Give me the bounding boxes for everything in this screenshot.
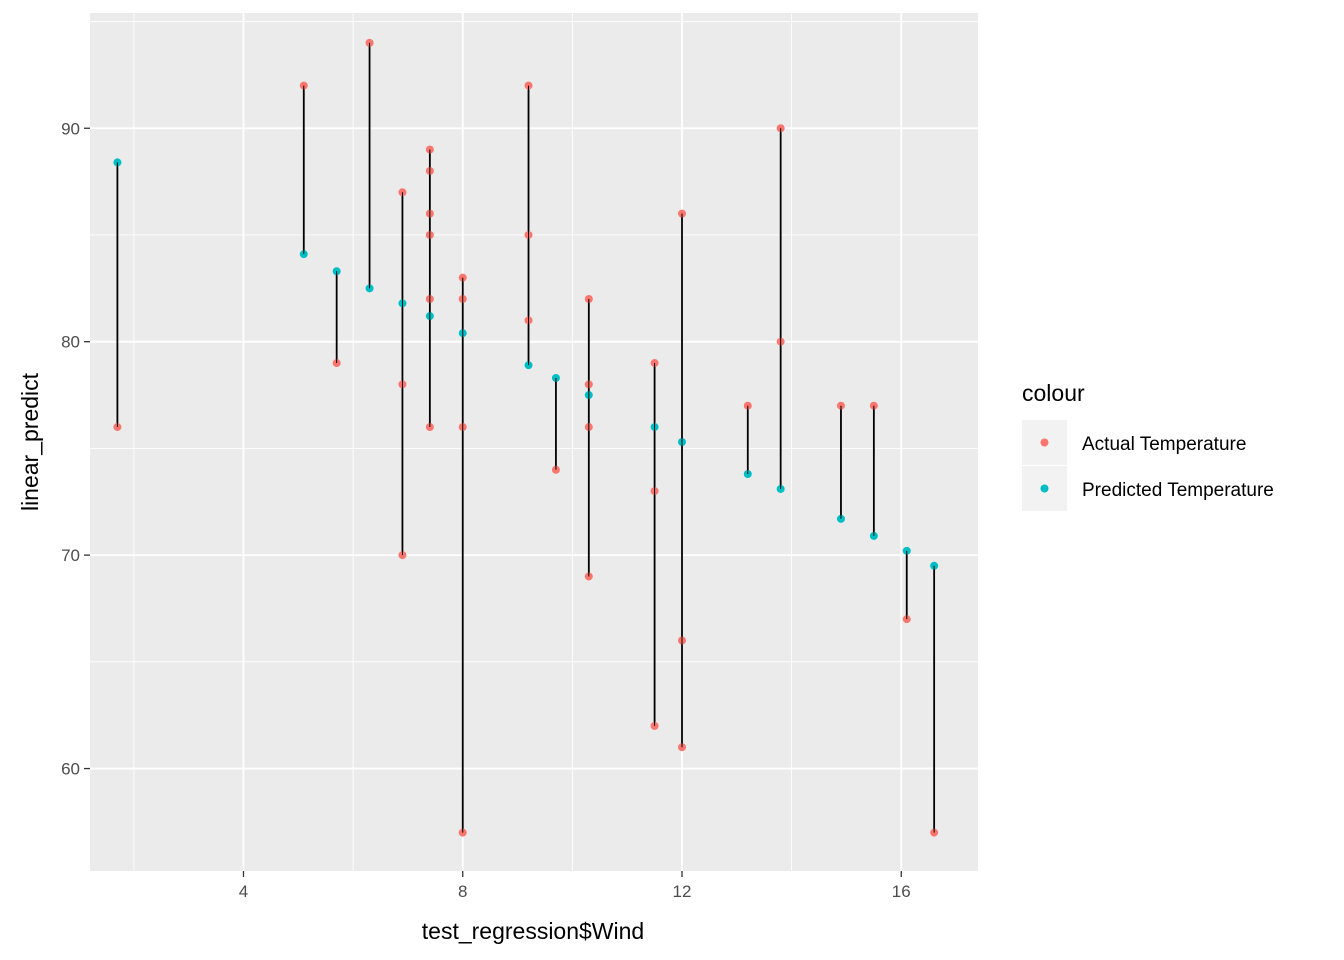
legend-marker-actual <box>1040 438 1049 447</box>
legend-title: colour <box>1022 380 1085 406</box>
legend-label-predicted: Predicted Temperature <box>1082 480 1274 501</box>
x-tick-label: 8 <box>458 882 467 901</box>
legend-label-actual: Actual Temperature <box>1082 434 1246 455</box>
y-tick-label: 60 <box>61 760 80 779</box>
x-tick-label: 12 <box>673 882 692 901</box>
minor-gridlines <box>90 13 978 871</box>
legend: colour Actual Temperature Predicted Temp… <box>1022 380 1274 511</box>
x-axis-title: test_regression$Wind <box>422 918 644 944</box>
y-axis: 60 70 80 90 <box>61 119 90 779</box>
legend-marker-predicted <box>1040 484 1049 493</box>
x-tick-label: 16 <box>892 882 911 901</box>
plot-panel <box>90 13 978 871</box>
y-axis-title: linear_predict <box>17 372 43 511</box>
x-tick-label: 4 <box>239 882 248 901</box>
y-tick-label: 70 <box>61 546 80 565</box>
x-axis: 4 8 12 16 <box>239 871 911 901</box>
y-tick-label: 90 <box>61 119 80 138</box>
y-tick-label: 80 <box>61 333 80 352</box>
data-points <box>113 38 939 837</box>
